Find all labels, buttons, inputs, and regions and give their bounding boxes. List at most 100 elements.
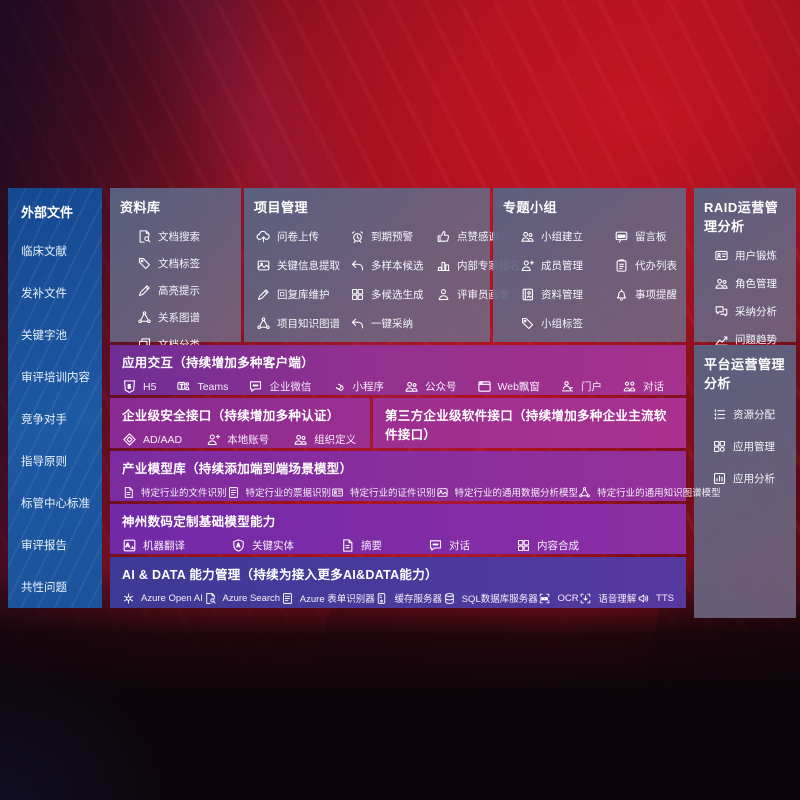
- feature-label: Web飘窗: [497, 381, 540, 393]
- id-card-icon: [331, 486, 344, 499]
- feature-item: 关键实体: [231, 538, 294, 553]
- feature-item: 关系图谱: [137, 310, 231, 325]
- sidebar-item: 竞争对手: [21, 411, 96, 427]
- sidebar-external-files: 外部文件 临床文献 发补文件 关键字池 审评培训内容 竞争对手 指导原则 标管中心标准 审评报…: [8, 188, 102, 608]
- feature-label: Azure Search: [222, 592, 281, 604]
- feature-item: 特定行业的通用知识图谱模型: [578, 485, 721, 499]
- image-icon: [436, 486, 449, 499]
- sidebar-item: 关键字池: [21, 327, 96, 343]
- feature-item: 代办列表: [614, 258, 677, 273]
- feature-item: 留言板: [614, 229, 677, 244]
- feature-item: 回复库维护: [256, 287, 348, 302]
- feature-label: SQL数据库服务器: [461, 594, 538, 605]
- panel-title: 外部文件: [21, 205, 74, 220]
- feature-label: 采纳分析: [735, 306, 777, 318]
- form-icon: [227, 486, 240, 499]
- feature-item: 成员管理: [520, 258, 614, 273]
- reply-icon: [350, 258, 365, 273]
- feature-label: 一键采纳: [371, 318, 413, 330]
- feature-item: SQL数据库服务器: [443, 591, 538, 605]
- raid-feature-list: 用户锻炼 角色管理 采纳分析 问题趋势: [704, 248, 786, 347]
- feature-label: 语音理解: [598, 594, 637, 605]
- cloud-upload-icon: [256, 229, 271, 244]
- feature-label: 公众号: [425, 381, 457, 393]
- band-title: 产业模型库（持续添加端到端场景模型）: [122, 462, 353, 476]
- feature-item: 资料管理: [520, 287, 614, 302]
- feature-label: OCR: [557, 592, 579, 604]
- feature-item: Azure Search: [204, 592, 281, 605]
- panel-title: 平台运营管理分析: [704, 357, 786, 391]
- band-ai-data: AI & DATA 能力管理（持续为接入更多AI&DATA能力） Azure O…: [110, 557, 686, 608]
- feature-label: 小程序: [352, 381, 384, 393]
- grid-icon: [516, 538, 531, 553]
- band-title: 应用交互（持续增加多种客户端）: [122, 356, 315, 370]
- feature-label: 到期预警: [371, 231, 413, 243]
- alarm-icon: [350, 229, 365, 244]
- feature-label: 组织定义: [314, 434, 357, 446]
- feature-item: 内容合成: [516, 538, 579, 553]
- people-icon: [404, 379, 419, 394]
- panel-topic-groups: 专题小组 小组建立 留言板 成员管理 代办列表 资料管理 事项提醒 小组标签: [493, 188, 686, 342]
- band-title: 神州数码定制基础模型能力: [122, 515, 276, 529]
- feature-item: 文档搜索: [137, 229, 231, 244]
- bbs-icon: [614, 229, 629, 244]
- feature-item: 小组建立: [520, 229, 614, 244]
- feature-label: 共性问题: [21, 582, 67, 594]
- feature-label: 关键字池: [21, 330, 67, 342]
- feature-item: 机器翻译: [122, 538, 185, 553]
- feature-item: 问题趋势: [714, 332, 786, 347]
- feature-label: 对话: [449, 540, 470, 552]
- image-icon: [256, 258, 271, 273]
- list-icon: [712, 407, 727, 422]
- feature-label: 关键信息提取: [277, 260, 340, 272]
- shield-icon: [231, 538, 246, 553]
- feature-label: 关系图谱: [158, 312, 200, 324]
- panel-platform-analysis: 平台运营管理分析 资源分配 应用管理 应用分析: [694, 345, 796, 618]
- feature-item: Teams: [176, 379, 228, 394]
- feature-label: Azure 表单识别器: [299, 594, 375, 605]
- feature-label: 应用管理: [733, 441, 775, 453]
- group-feature-list: 小组建立 留言板 成员管理 代办列表 资料管理 事项提醒 小组标签: [503, 229, 677, 331]
- panel-raid-analysis: RAID运营管理分析 用户锻炼 角色管理 采纳分析 问题趋势: [694, 188, 796, 346]
- feature-item: 应用分析: [712, 471, 786, 486]
- feature-item: 点赞感谢: [436, 229, 520, 244]
- panel-title: 资料库: [120, 200, 161, 215]
- diamond-icon: [122, 432, 137, 447]
- feature-item: 公众号: [404, 379, 457, 394]
- industry-feature-list: 特定行业的文件识别 特定行业的票据识别 特定行业的证件识别 特定行业的通用数据分析模型…: [122, 485, 721, 499]
- digital-feature-list: 机器翻译 关键实体 摘要 对话 内容合成: [122, 538, 674, 553]
- chat-qa-icon: [714, 304, 729, 319]
- feature-label: 问题趋势: [735, 334, 777, 346]
- feature-item: 本地账号: [206, 432, 269, 447]
- doc-icon: [340, 538, 355, 553]
- tag-icon: [520, 316, 535, 331]
- feature-item: 对话: [622, 379, 664, 394]
- feature-label: 机器翻译: [143, 540, 185, 552]
- feature-label: 特定行业的证件识别: [350, 488, 436, 499]
- sidebar-item: 指导原则: [21, 453, 96, 469]
- ranking-icon: [436, 258, 451, 273]
- sidebar-item: 审评培训内容: [21, 369, 96, 385]
- feature-item: 高亮提示: [137, 283, 231, 298]
- feature-item: 多样本候选: [350, 258, 434, 273]
- person-add-icon: [206, 432, 221, 447]
- feature-label: 小组标签: [541, 318, 583, 330]
- sidebar-item: 临床文献: [21, 243, 96, 259]
- feature-label: 高亮提示: [158, 285, 200, 297]
- feature-label: 企业微信: [269, 381, 312, 393]
- feature-label: 文档搜索: [158, 231, 200, 243]
- miniprogram-icon: [331, 379, 346, 394]
- feature-item: 采纳分析: [714, 304, 786, 319]
- feature-item: 企业微信: [248, 379, 311, 394]
- feature-item: 问卷上传: [256, 229, 348, 244]
- feature-item: 特定行业的票据识别: [227, 485, 331, 499]
- database-icon: [443, 592, 456, 605]
- feature-item: 缓存服务器: [375, 591, 442, 605]
- ocr-icon: [538, 592, 551, 605]
- feature-label: 角色管理: [735, 278, 777, 290]
- feature-label: TTS: [656, 592, 674, 604]
- band-industry-models: 产业模型库（持续添加端到端场景模型） 特定行业的文件识别 特定行业的票据识别 特定行…: [110, 451, 721, 501]
- feature-label: 缓存服务器: [394, 594, 442, 605]
- feature-label: 内容合成: [537, 540, 579, 552]
